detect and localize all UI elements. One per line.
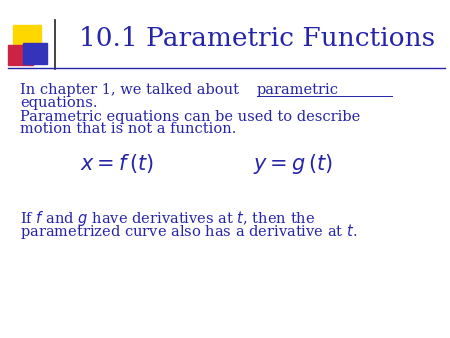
Text: In chapter 1, we talked about: In chapter 1, we talked about: [20, 82, 244, 97]
Text: parametrized curve also has a derivative at $t$.: parametrized curve also has a derivative…: [20, 222, 358, 241]
Text: $x = f\,(t)$: $x = f\,(t)$: [80, 152, 154, 175]
Text: parametric: parametric: [256, 82, 338, 97]
Text: Parametric equations can be used to describe: Parametric equations can be used to desc…: [20, 110, 360, 124]
Text: motion that is not a function.: motion that is not a function.: [20, 122, 237, 136]
Text: $y = g\,(t)$: $y = g\,(t)$: [252, 152, 333, 176]
Text: If $f$ and $g$ have derivatives at $t$, then the: If $f$ and $g$ have derivatives at $t$, …: [20, 209, 315, 227]
Text: 10.1 Parametric Functions: 10.1 Parametric Functions: [79, 26, 435, 51]
Text: equations.: equations.: [20, 96, 98, 110]
